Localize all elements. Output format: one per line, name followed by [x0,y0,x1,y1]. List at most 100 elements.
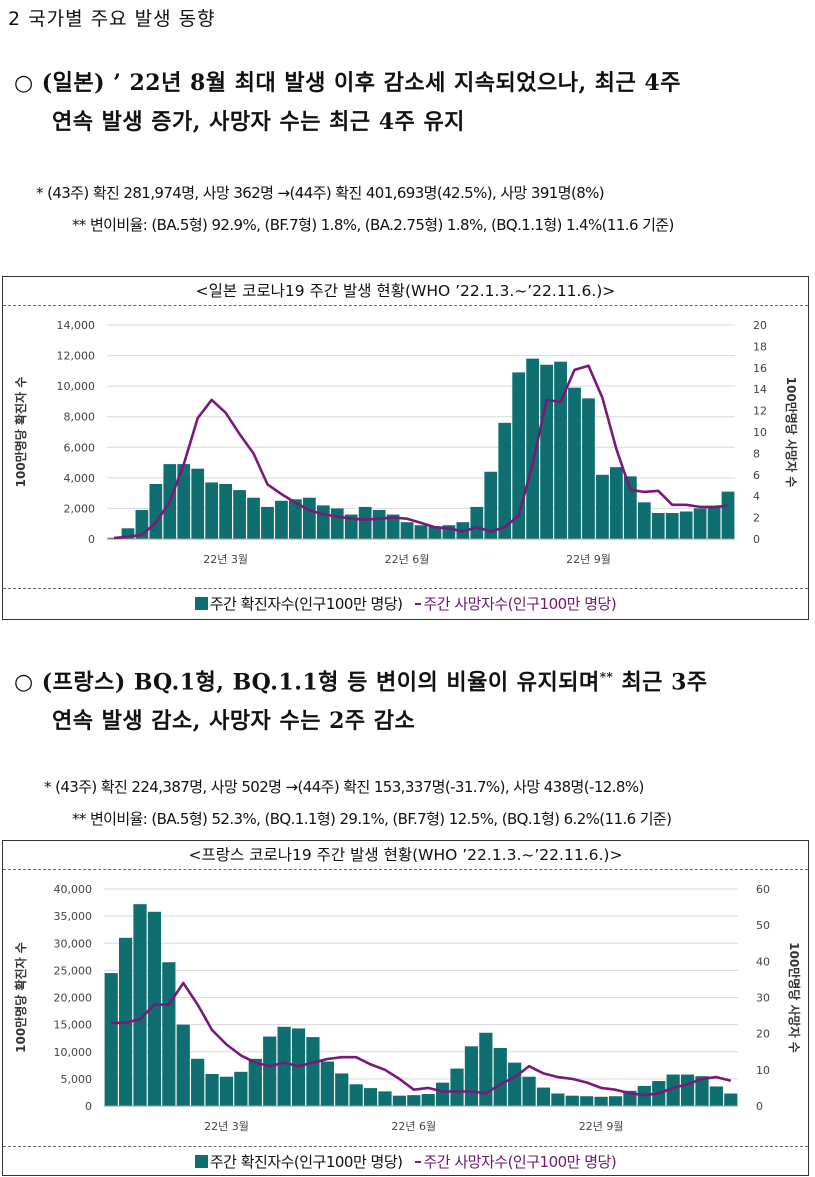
france-ytick-label: 0 [85,1100,92,1113]
japan-bar [596,474,609,539]
japan-headline-part-a: (일본) ’ 22년 8월 최대 발생 이후 감소세 지속되었으나, [41,70,595,96]
france-bar [320,1061,334,1106]
japan-deaths-line [113,364,729,540]
japan-bar [330,508,344,539]
japan-bar [121,528,135,539]
japan-legend-deaths: 주간 사망자수(인구100만 명당) [423,595,617,613]
japan-bar [275,500,288,539]
france-ytick-label: 20,000 [54,992,93,1005]
japan-bar [261,506,274,539]
france-bar [392,1095,406,1106]
japan-y2tick-label: 20 [753,319,767,332]
france-bar [724,1093,738,1106]
japan-headline-part-b: 최근 4주 [594,70,681,96]
japan-ytick-label: 10,000 [57,380,96,393]
japan-ytick-label: 4,000 [64,472,96,485]
japan-bar [191,468,205,539]
france-bar [176,1024,190,1106]
japan-bar [177,464,191,539]
france-note2: ** 변이비율: (BA.5형) 52.3%, (BQ.1.1형) 29.1%,… [72,810,672,828]
japan-ytick-label: 14,000 [57,319,96,332]
france-y2tick-label: 0 [756,1100,763,1113]
france-legend: 주간 확진자수(인구100만 명당) 주간 사망자수(인구100만 명당) [3,1146,808,1177]
japan-ylabel: 100만명당 확진자 수 [13,377,28,488]
france-bar [680,1074,695,1106]
france-headline-line2: 연속 발생 감소, 사망자 수는 2주 감소 [52,708,416,735]
japan-y2tick-label: 18 [753,340,767,353]
japan-y2tick-label: 10 [753,426,767,439]
japan-y2tick-label: 14 [753,383,767,396]
france-legend-deaths: 주간 사망자수(인구100만 명당) [423,1153,617,1171]
france-chart-box: <프랑스 코로나19 주간 발생 현황(WHO ’22.1.3.~’22.11.… [2,840,809,1176]
japan-bar [610,467,623,539]
japan-ytick-label: 6,000 [64,441,96,454]
france-note1: * (43주) 확진 224,387명, 사망 502명 →(44주) 확진 1… [44,778,644,796]
japan-bullet: ○ [14,71,34,96]
japan-bar [721,491,735,539]
france-bar [363,1088,378,1106]
france-bar [191,1058,205,1106]
japan-bar [637,502,651,539]
japan-bar [233,490,246,539]
section-title: 2 국가별 주요 발생 동향 [8,8,216,30]
japan-y2tick-label: 0 [753,533,760,546]
france-bar [522,1076,536,1106]
france-bar [205,1073,219,1106]
japan-bar [679,511,693,539]
france-bar [277,1026,291,1106]
japan-headline: ○ (일본) ’ 22년 8월 최대 발생 이후 감소세 지속되었으나, 최근 4… [14,64,681,141]
france-bar [378,1091,392,1106]
japan-bar [289,499,302,539]
france-bar [666,1074,680,1106]
france-xtick-label: 22년 6월 [391,1120,436,1133]
france-bar [479,1032,493,1106]
japan-bar [386,514,400,539]
japan-bar [554,361,567,539]
france-xtick-label: 22년 3월 [204,1120,249,1133]
japan-bar [316,505,330,539]
france-y2tick-label: 20 [756,1028,770,1041]
france-bar [464,1046,479,1106]
france-ytick-label: 15,000 [54,1019,93,1032]
japan-headline-line2: 연속 발생 증가, 사망자 수는 최근 4주 유지 [52,109,465,135]
japan-bar [372,509,386,539]
france-ytick-label: 30,000 [54,937,93,950]
france-bar [147,911,162,1106]
france-headline-part-b: 최근 3주 [613,669,708,696]
france-bar [349,1084,363,1106]
japan-bar [623,476,637,539]
france-bar [219,1076,234,1106]
japan-y2tick-label: 16 [753,362,767,375]
france-bar [133,904,147,1106]
france-headline-part-a: (프랑스) BQ.1형, BQ.1.1형 등 변이의 비율이 유지되며 [41,669,600,696]
france-ytick-label: 35,000 [54,910,93,923]
japan-chart-title: <일본 코로나19 주간 발생 현황(WHO ’22.1.3.~’22.11.6… [3,277,808,306]
japan-bar [498,422,512,539]
japan-chart-box: <일본 코로나19 주간 발생 현황(WHO ’22.1.3.~’22.11.6… [2,276,809,620]
france-y2tick-label: 60 [756,883,770,896]
france-y2label: 100만명당 사망자 수 [787,942,802,1053]
japan-xtick-label: 22년 9월 [566,553,611,566]
france-chart-title: <프랑스 코로나19 주간 발생 현황(WHO ’22.1.3.~’22.11.… [3,841,808,870]
france-bar [407,1095,421,1106]
france-bar [248,1058,262,1106]
france-bar [608,1096,623,1106]
legend-cases-swatch [194,1155,208,1168]
japan-ytick-label: 2,000 [64,502,96,515]
japan-y2tick-label: 2 [753,512,760,525]
japan-bar [540,364,553,539]
japan-bar [693,508,707,539]
japan-legend-cases: 주간 확진자수(인구100만 명당) [209,595,403,613]
france-chart: 0 5,000 10,000 15,000 20,000 25,000 30,000 35,0… [13,883,802,1133]
france-bar [335,1073,349,1106]
japan-y2tick-label: 8 [753,447,760,460]
japan-bar [247,497,260,539]
japan-bar [358,506,372,539]
france-xtick-label: 22년 9월 [579,1120,624,1133]
france-bar [709,1086,723,1106]
france-ytick-label: 5,000 [61,1073,93,1086]
france-bar [508,1062,522,1106]
japan-bar [344,514,358,539]
japan-bar [470,506,484,539]
france-bar [234,1071,248,1106]
